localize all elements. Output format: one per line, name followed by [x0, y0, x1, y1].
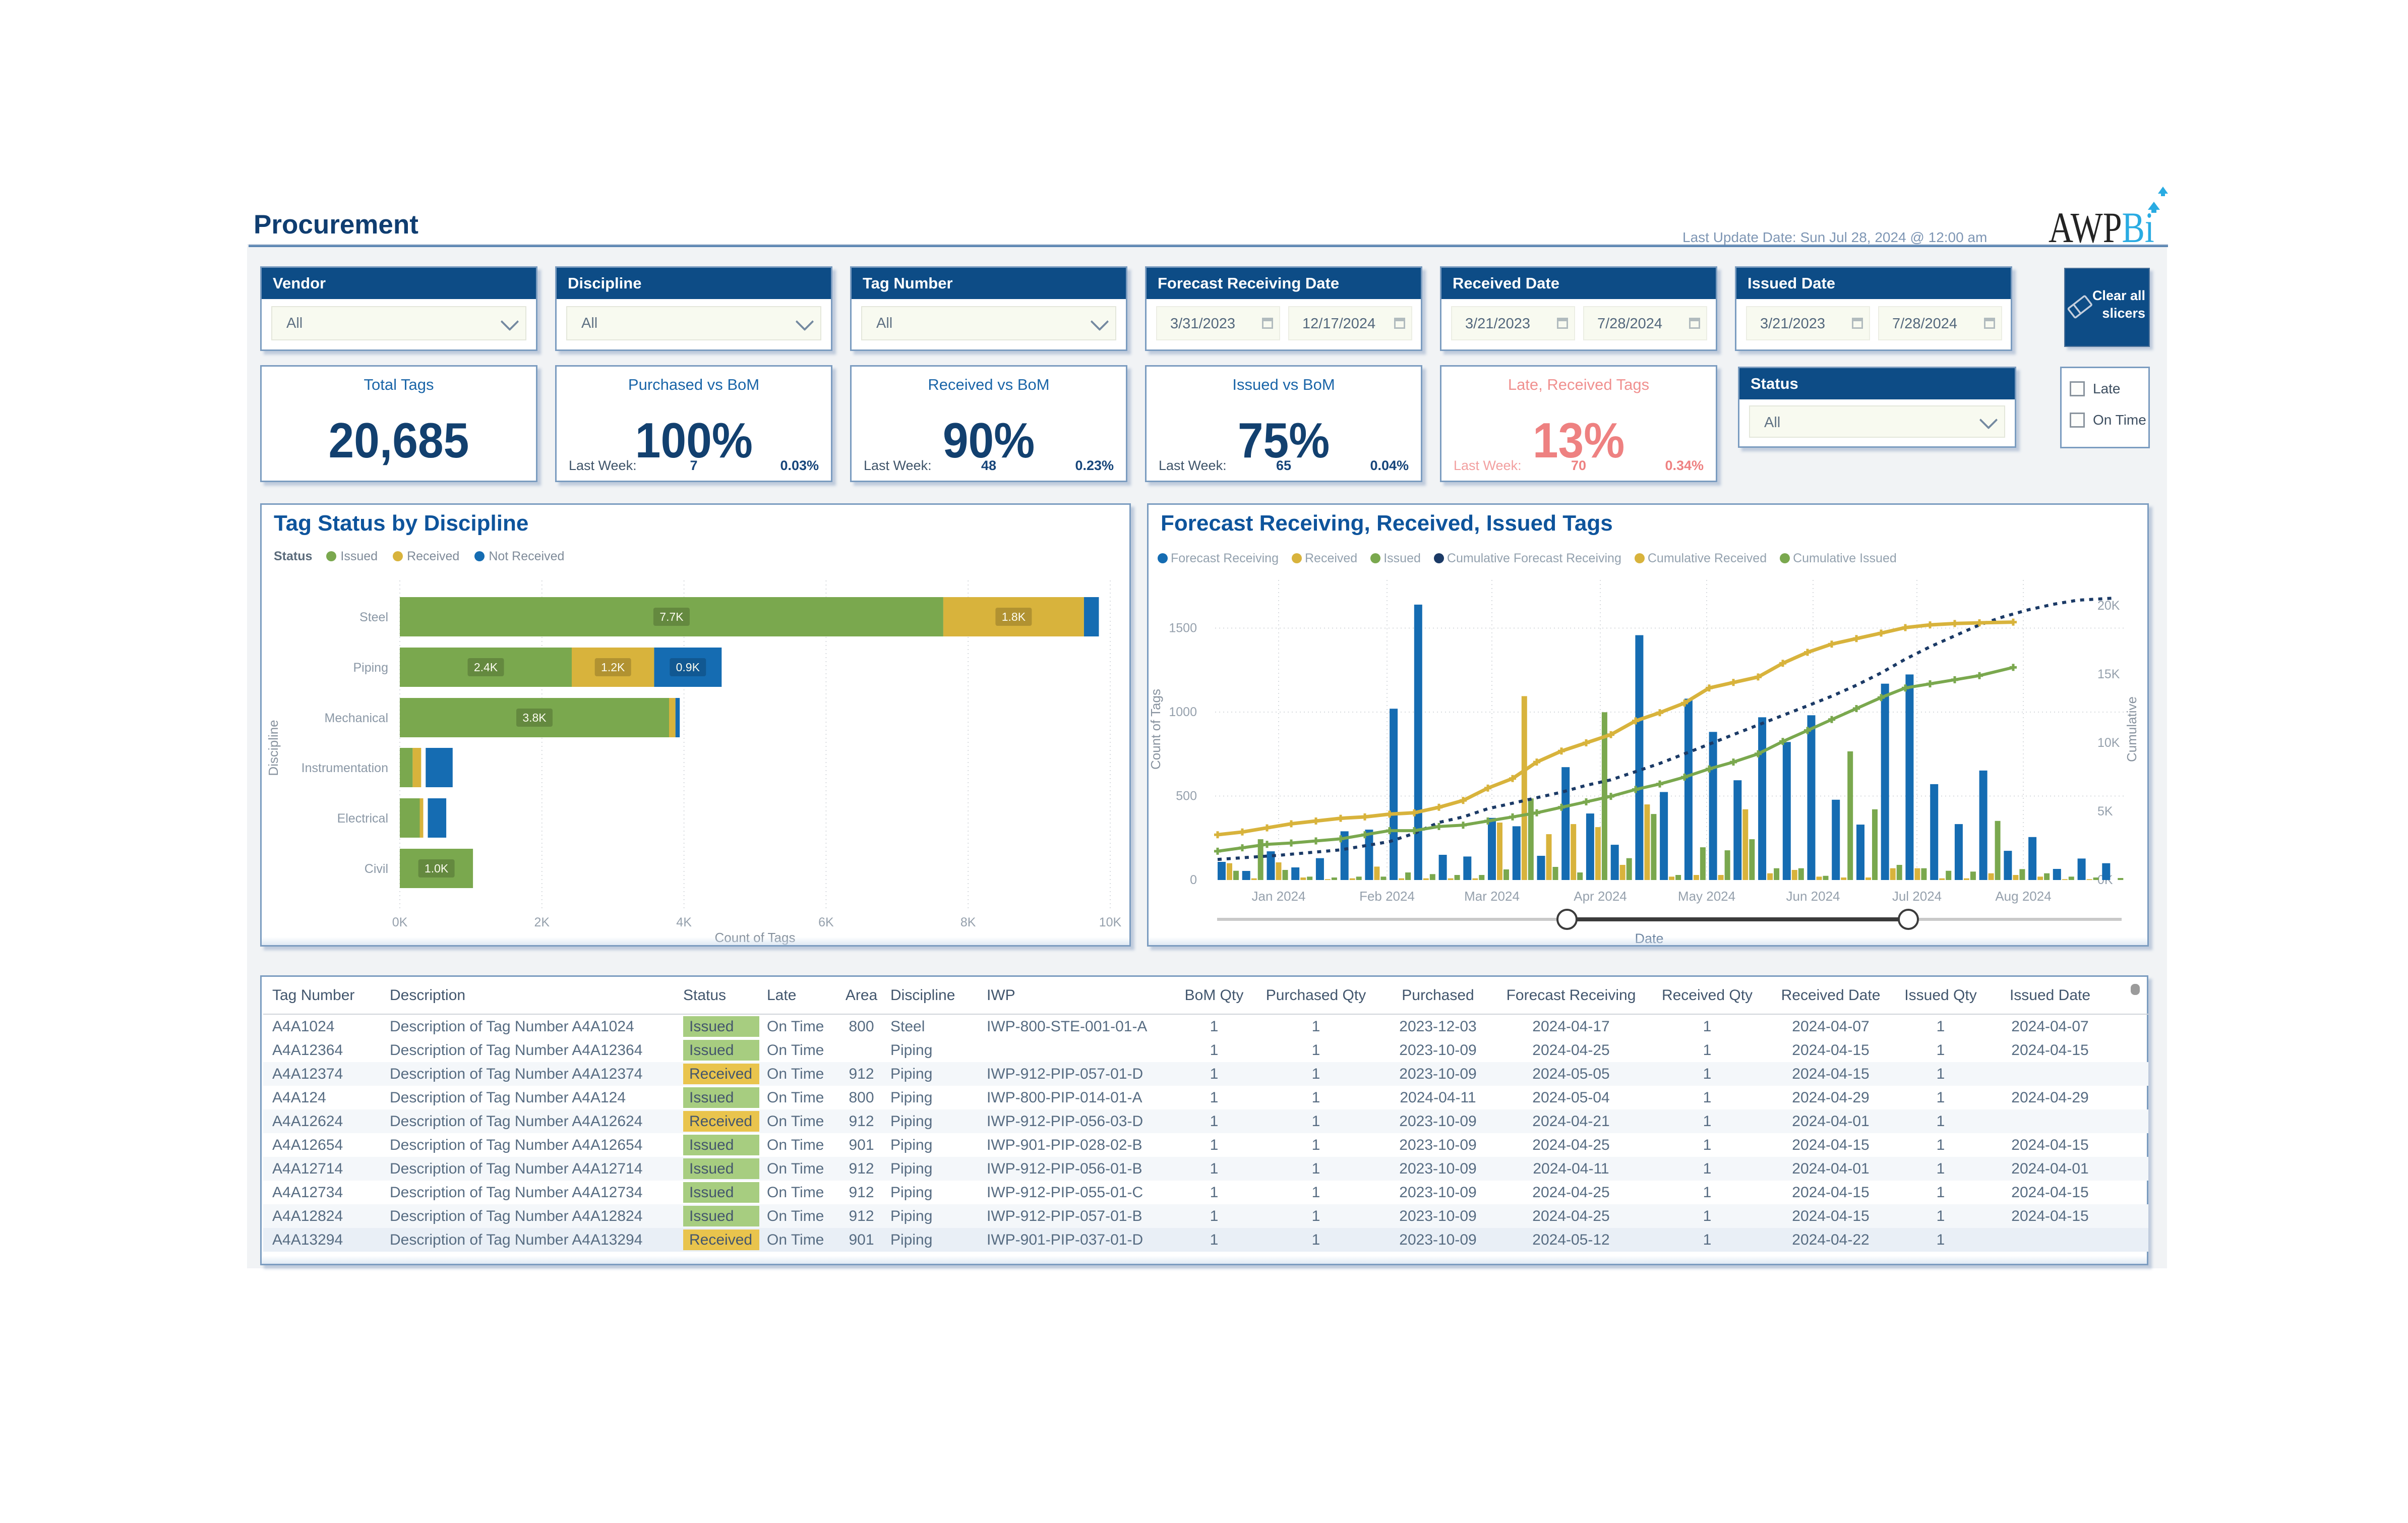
svg-text:1.2K: 1.2K [601, 661, 625, 674]
svg-text:3.8K: 3.8K [522, 711, 547, 724]
svg-text:0.9K: 0.9K [676, 661, 700, 674]
svg-text:15K: 15K [2097, 667, 2120, 681]
svg-text:Steel: Steel [359, 610, 388, 624]
svg-text:Count of Tags: Count of Tags [715, 930, 796, 945]
svg-text:20K: 20K [2097, 599, 2120, 613]
svg-text:10K: 10K [1099, 915, 1122, 929]
svg-text:1.0K: 1.0K [425, 862, 449, 875]
svg-text:Piping: Piping [353, 661, 389, 675]
svg-text:Feb 2024: Feb 2024 [1359, 889, 1415, 904]
svg-text:10K: 10K [2097, 736, 2120, 750]
svg-text:Jul 2024: Jul 2024 [1892, 889, 1942, 904]
svg-text:Civil: Civil [365, 862, 388, 876]
svg-text:May 2024: May 2024 [1678, 889, 1735, 904]
svg-text:1.8K: 1.8K [1002, 610, 1026, 623]
svg-text:2K: 2K [534, 915, 550, 929]
svg-text:6K: 6K [818, 915, 834, 929]
svg-text:4K: 4K [676, 915, 692, 929]
svg-text:Count of Tags: Count of Tags [1149, 689, 1163, 770]
svg-text:5K: 5K [2097, 804, 2113, 818]
svg-text:Electrical: Electrical [337, 811, 388, 826]
svg-text:0K: 0K [392, 915, 408, 929]
svg-text:Mar 2024: Mar 2024 [1464, 889, 1520, 904]
svg-text:500: 500 [1176, 789, 1197, 803]
svg-text:0: 0 [1190, 873, 1197, 887]
svg-text:Mechanical: Mechanical [325, 711, 388, 725]
svg-text:1000: 1000 [1169, 705, 1197, 719]
svg-text:Aug 2024: Aug 2024 [1995, 889, 2051, 904]
svg-text:Instrumentation: Instrumentation [302, 761, 388, 775]
svg-text:Date: Date [1635, 931, 1663, 945]
svg-text:1500: 1500 [1169, 621, 1197, 635]
svg-text:8K: 8K [960, 915, 976, 929]
svg-text:Discipline: Discipline [266, 720, 281, 776]
svg-text:7.7K: 7.7K [659, 610, 684, 623]
svg-text:Apr 2024: Apr 2024 [1574, 889, 1627, 904]
svg-text:Cumulative: Cumulative [2124, 696, 2139, 762]
svg-text:Jan 2024: Jan 2024 [1252, 889, 1306, 904]
svg-text:2.4K: 2.4K [474, 661, 498, 674]
svg-text:Jun 2024: Jun 2024 [1786, 889, 1840, 904]
